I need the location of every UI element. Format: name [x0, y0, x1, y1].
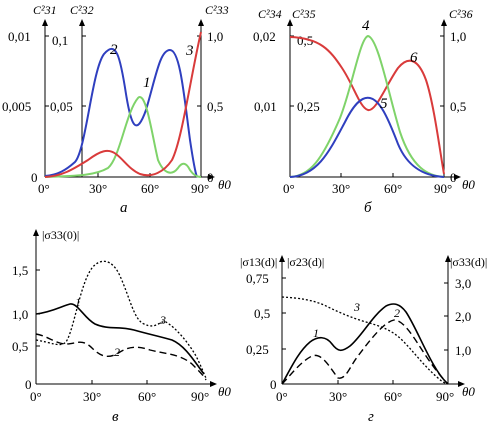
panel-a-label: а: [120, 200, 128, 216]
panel-b-curve-5: [289, 96, 445, 178]
panel-g-xtick-0: 0°: [276, 389, 288, 404]
panel-g-ylabel-1: |σ13(d)|: [240, 255, 277, 269]
panel-b-curve-num-6: 6: [410, 50, 418, 66]
panel-a-curve-3: [44, 31, 202, 178]
panel-v-xtick-0: 0°: [30, 389, 42, 404]
panel-a-ylabel-2: C²32: [70, 3, 94, 17]
panel-a-ytick-0005: 0,005: [2, 99, 31, 114]
panel-a-ylabel-right: C²33: [205, 3, 229, 17]
panel-b-xtick-0: 0°: [283, 181, 295, 196]
panel-g: |σ13(d)| |σ23(d)| |σ33(d)| 0,75 0,5 0,25…: [240, 255, 487, 425]
panel-g-xtick-30: 30°: [329, 389, 347, 404]
panel-a: C²31 C²32 C²33 0,01 0,005 0 0,1 0,05 1,0…: [2, 3, 231, 216]
panel-a-ytick-0: 0: [31, 170, 38, 185]
panel-a-curve-2: [44, 47, 198, 178]
panel-g-rtick-3: 3,0: [455, 276, 471, 291]
panel-g-ytick-025: 0,25: [246, 342, 269, 357]
panel-g-curve-2: [281, 319, 449, 385]
panel-a-ytick-005: 0,05: [50, 99, 73, 114]
panel-b-ylabel-1: C²34: [258, 7, 282, 21]
panel-b-xtick-90: 90°: [434, 181, 452, 196]
panel-b-rtick-0: 0: [450, 170, 457, 185]
panel-b-xlabel: θ0: [462, 177, 475, 192]
panel-g-label: г: [368, 409, 374, 425]
panel-b-curve-num-4: 4: [362, 18, 370, 34]
panel-g-xtick-60: 60°: [384, 389, 402, 404]
panel-v-ytick-15: 1,5: [12, 263, 28, 278]
panel-g-curve-3: [281, 296, 449, 385]
panel-a-curve-num-2: 2: [110, 42, 118, 58]
panel-a-curve-num-1: 1: [143, 75, 151, 91]
panel-b-curve-num-5: 5: [380, 96, 388, 112]
panel-g-rtick-2: 2,0: [455, 309, 471, 324]
panel-b-curve-6: [289, 36, 445, 175]
panel-b-ytick-001: 0,01: [254, 99, 277, 114]
panel-a-xtick-60: 60°: [141, 181, 159, 196]
panel-g-rtick-1: 1,0: [455, 343, 471, 358]
panel-v-label: в: [112, 409, 119, 425]
panel-b-rtick-1: 1,0: [450, 29, 466, 44]
panel-v-curve-num-1: 1: [75, 295, 81, 309]
panel-g-xtick-90: 90°: [436, 389, 454, 404]
panel-g-curve-num-3: 3: [353, 300, 360, 314]
panel-g-curve-1: [281, 303, 449, 385]
panel-v-xtick-30: 30°: [83, 389, 101, 404]
panel-g-ytick-05: 0,5: [254, 306, 270, 321]
panel-a-xlabel: θ0: [218, 177, 231, 192]
panel-a-ytick-01: 0,1: [52, 33, 68, 48]
panel-g-curve-num-2: 2: [394, 306, 400, 320]
panel-b-ytick-05: 0,5: [297, 33, 313, 48]
panel-a-xtick-90: 90°: [191, 181, 209, 196]
panel-g-ytick-0: 0: [270, 377, 277, 392]
panel-b-ytick-002: 0,02: [253, 29, 276, 44]
panel-v: |σ33(0)| 1,5 1,0 0,5 0 0° 30° 60° 90° θ0…: [12, 228, 231, 425]
panel-a-curve-num-3: 3: [185, 43, 194, 59]
panel-v-curve-1: [35, 303, 205, 375]
panel-v-curve-2: [35, 333, 207, 381]
panel-v-ylabel: |σ33(0)|: [42, 228, 79, 242]
panel-g-ylabel-2: |σ23(d)|: [287, 255, 324, 269]
panel-b-ylabel-2: C²35: [292, 7, 316, 21]
panel-v-xtick-60: 60°: [138, 389, 156, 404]
panel-a-rtick-05: 0,5: [207, 99, 223, 114]
panel-a-rtick-0: 0: [207, 170, 214, 185]
panel-v-ytick-10: 1,0: [12, 307, 28, 322]
panel-v-xlabel: θ0: [218, 384, 231, 399]
panel-a-ylabel-1: C²31: [33, 3, 57, 17]
panel-v-curve-num-2: 2: [114, 345, 120, 359]
panel-a-rtick-1: 1,0: [207, 29, 223, 44]
panel-v-ytick-05: 0,5: [12, 339, 28, 354]
panel-a-xtick-30: 30°: [89, 181, 107, 196]
panel-b-curve-4: [289, 34, 445, 178]
panel-b-xtick-30: 30°: [332, 181, 350, 196]
panel-v-ytick-0: 0: [25, 377, 32, 392]
panel-g-xlabel: θ0: [462, 384, 475, 399]
panel-b-ylabel-right: C²36: [449, 7, 473, 21]
panel-g-ytick-075: 0,75: [246, 271, 269, 286]
panel-a-xtick-0: 0°: [38, 181, 50, 196]
panel-v-curve-3: [35, 260, 207, 379]
panel-g-ylabel-right: |σ33(d)|: [450, 255, 487, 269]
panel-b-xtick-60: 60°: [384, 181, 402, 196]
panel-v-curve-num-3: 3: [159, 313, 166, 327]
panel-b-ytick-025: 0,25: [297, 99, 320, 114]
panel-v-xtick-90: 90°: [191, 389, 209, 404]
panel-b-label: б: [364, 200, 372, 216]
panel-a-curve-1: [44, 96, 202, 178]
panel-b-rtick-05: 0,5: [450, 99, 466, 114]
panel-a-ytick-001: 0,01: [8, 29, 31, 44]
panel-b: C²34 C²35 C²36 0,02 0,5 0,01 0,25 1,0 0,…: [253, 7, 475, 216]
panel-g-curve-num-1: 1: [313, 326, 319, 340]
